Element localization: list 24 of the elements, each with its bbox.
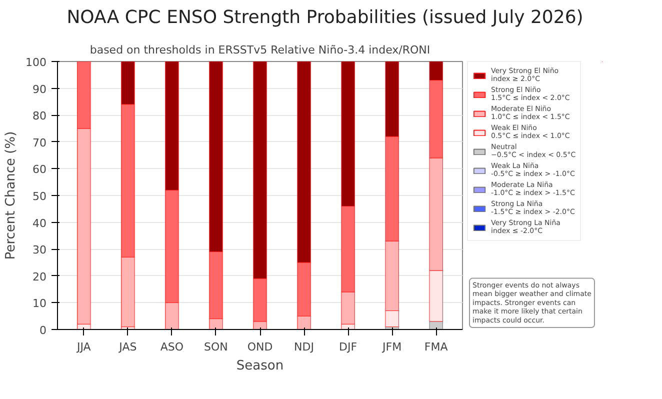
x-axis-title: Season	[236, 358, 284, 374]
y-tick-label: 20	[32, 270, 47, 284]
chart-title: NOAA CPC ENSO Strength Probabilities (issued July 2026)	[66, 6, 584, 30]
y-axis-title: Percent Chance (%)	[4, 131, 19, 260]
x-tick-label: JAS	[118, 340, 137, 354]
x-tick-label: JJA	[76, 340, 92, 354]
x-tick-label: NDJ	[294, 340, 314, 354]
y-tick-label: 0	[40, 324, 46, 337]
y-tick-label: 60	[32, 163, 47, 176]
y-tick-label: 50	[32, 190, 47, 203]
x-tick-label: OND	[247, 340, 273, 354]
y-tick-label: 70	[32, 136, 47, 150]
x-tick-label: FMA	[424, 340, 448, 354]
y-tick-label: 40	[32, 216, 47, 230]
y-tick-label: 30	[32, 244, 47, 257]
x-tick-label: DJF	[339, 340, 358, 354]
chart-subtitle: based on thresholds in ERSSTv5 Relative Niño-3.4 index/RONI	[90, 44, 430, 56]
x-tick-label: SON	[204, 340, 228, 354]
x-tick-label: JFM	[382, 340, 402, 354]
y-tick-label: 80	[32, 110, 47, 123]
y-tick-label: 90	[32, 82, 47, 96]
y-tick-label: 100	[26, 56, 47, 69]
x-tick-label: ASO	[160, 340, 184, 354]
y-tick-label: 10	[32, 297, 47, 310]
